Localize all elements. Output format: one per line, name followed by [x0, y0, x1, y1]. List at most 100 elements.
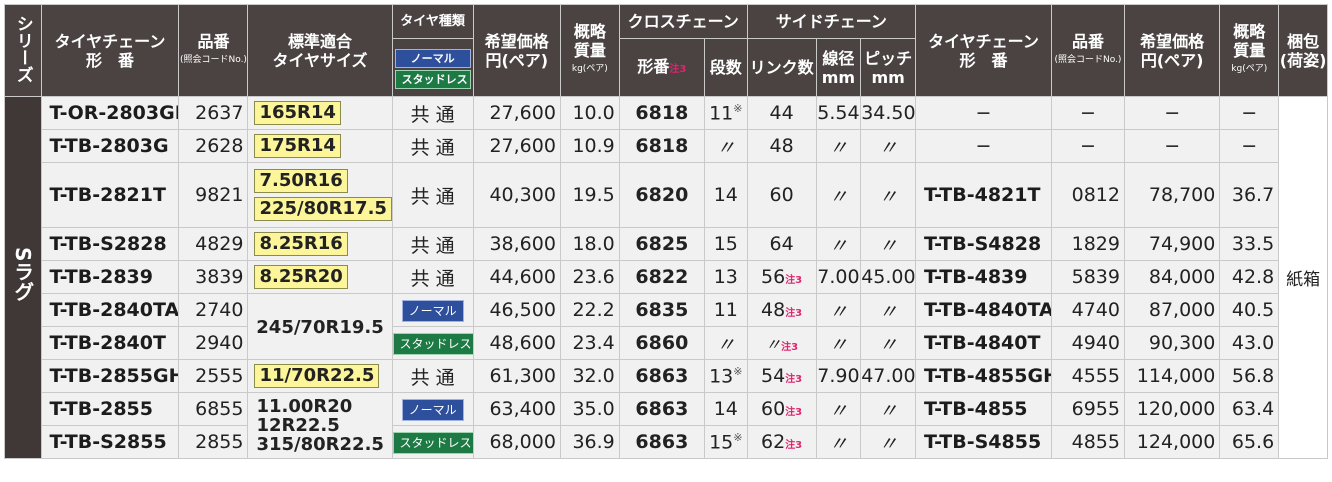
side-code-cell: 4940: [1050, 326, 1125, 360]
header-weight: 概略 質量 kg(ペア): [559, 4, 620, 97]
pitch-cell: 〃: [860, 326, 917, 360]
side-model-cell: T-TB-4855: [915, 392, 1052, 426]
side-weight-cell: −: [1219, 96, 1280, 130]
price-cell: 44,600: [472, 260, 561, 294]
code-cell: 4829: [178, 227, 249, 261]
header-tire-type: タイヤ種類: [391, 4, 474, 39]
side-code-cell: 4855: [1050, 425, 1125, 459]
header-tire-size: 標準適合 タイヤサイズ: [247, 4, 393, 97]
normal-badge: ノーマル: [401, 399, 464, 421]
tire-size-highlight: 11/70R22.5: [254, 364, 380, 388]
stages-cell: 14: [703, 162, 748, 228]
weight-cell: 23.6: [559, 260, 620, 294]
links-cell: 48注3: [746, 293, 817, 327]
stages-cell: 〃: [703, 326, 748, 360]
header-series: シリーズ: [4, 4, 42, 97]
tire-size-cell: 8.25R16: [247, 227, 393, 261]
side-price-cell: 114,000: [1123, 359, 1221, 393]
header-price: 希望価格 円(ペア): [472, 4, 561, 97]
side-weight-cell: −: [1219, 129, 1280, 163]
side-weight-cell: 65.6: [1219, 425, 1280, 459]
stages-cell: 13: [703, 260, 748, 294]
side-model-cell: T-TB-4840TA: [915, 293, 1052, 327]
model-cell: T-TB-2821T: [40, 162, 180, 228]
series-cell: Sラグ: [4, 96, 42, 459]
price-cell: 61,300: [472, 359, 561, 393]
tire-size-highlight: 175R14: [254, 134, 341, 158]
header-pitch: ピッチ mm: [860, 38, 917, 97]
links-cell: 62注3: [746, 425, 817, 459]
side-code-cell: −: [1050, 96, 1125, 130]
cross-model-cell: 6820: [618, 162, 705, 228]
cross-model-cell: 6863: [618, 359, 705, 393]
header-code: 品番 (照会コードNo.): [178, 4, 249, 97]
tire-chain-spec-table: シリーズ タイヤチェーン形 番 品番 (照会コードNo.) 標準適合 タイヤサイズ …: [4, 4, 1328, 459]
pitch-cell: 〃: [860, 293, 917, 327]
cross-model-cell: 6863: [618, 392, 705, 426]
price-cell: 48,600: [472, 326, 561, 360]
cross-model-cell: 6818: [618, 96, 705, 130]
side-model-cell: T-TB-S4855: [915, 425, 1052, 459]
price-cell: 27,600: [472, 96, 561, 130]
header-side-code: 品番 (照会コードNo.): [1050, 4, 1125, 97]
price-cell: 40,300: [472, 162, 561, 228]
header-links: リンク数: [746, 38, 817, 97]
cross-model-cell: 6818: [618, 129, 705, 163]
model-cell: T-TB-2839: [40, 260, 180, 294]
packaging-cell: 紙箱: [1278, 96, 1328, 459]
wire-cell: 5.54: [815, 96, 862, 130]
side-model-cell: T-TB-S4828: [915, 227, 1052, 261]
pitch-cell: 〃: [860, 392, 917, 426]
side-weight-cell: 56.8: [1219, 359, 1280, 393]
header-side-model: タイヤチェーン形 番: [915, 4, 1052, 97]
side-model-cell: T-TB-4839: [915, 260, 1052, 294]
wire-cell: 7.90: [815, 359, 862, 393]
tire-type-cell: 共 通: [391, 359, 474, 393]
pitch-cell: 47.00: [860, 359, 917, 393]
stages-cell: 〃: [703, 129, 748, 163]
header-model: タイヤチェーン形 番: [40, 4, 180, 97]
stages-cell: 13※: [703, 359, 748, 393]
stages-cell: 15: [703, 227, 748, 261]
tire-size-cell: 245/70R19.5: [247, 293, 393, 360]
tire-type-cell: 共 通: [391, 260, 474, 294]
price-cell: 46,500: [472, 293, 561, 327]
side-weight-cell: 42.8: [1219, 260, 1280, 294]
side-model-cell: −: [915, 96, 1052, 130]
tire-type-cell: 共 通: [391, 129, 474, 163]
code-cell: 2855: [178, 425, 249, 459]
tire-type-cell: 共 通: [391, 162, 474, 228]
wire-cell: 〃: [815, 425, 862, 459]
code-cell: 9821: [178, 162, 249, 228]
tire-size-highlight: 225/80R17.5: [254, 197, 392, 221]
code-cell: 2555: [178, 359, 249, 393]
side-price-cell: 87,000: [1123, 293, 1221, 327]
tire-size-highlight: 7.50R16: [254, 169, 348, 193]
pitch-cell: 〃: [860, 227, 917, 261]
side-price-cell: 90,300: [1123, 326, 1221, 360]
header-wire: 線径 mm: [815, 38, 862, 97]
header-packaging: 梱包 (荷姿): [1278, 4, 1328, 97]
side-code-cell: 4740: [1050, 293, 1125, 327]
price-cell: 38,600: [472, 227, 561, 261]
header-side-price: 希望価格 円(ペア): [1123, 4, 1221, 97]
side-code-cell: −: [1050, 129, 1125, 163]
code-cell: 2740: [178, 293, 249, 327]
model-cell: T-TB-2855: [40, 392, 180, 426]
header-side-weight: 概略 質量 kg(ペア): [1219, 4, 1280, 97]
links-cell: 〃注3: [746, 326, 817, 360]
pitch-cell: 〃: [860, 162, 917, 228]
wire-cell: 〃: [815, 162, 862, 228]
price-cell: 68,000: [472, 425, 561, 459]
wire-cell: 〃: [815, 293, 862, 327]
tire-size-cell: 165R14: [247, 96, 393, 130]
header-cross-model: 形番注3: [618, 38, 705, 97]
studless-badge: スタッドレス: [393, 333, 473, 355]
code-cell: 2637: [178, 96, 249, 130]
cross-model-cell: 6860: [618, 326, 705, 360]
stages-cell: 14: [703, 392, 748, 426]
header-cross-chain: クロスチェーン: [618, 4, 748, 39]
side-weight-cell: 36.7: [1219, 162, 1280, 228]
weight-cell: 35.0: [559, 392, 620, 426]
tire-type-cell: ノーマル: [391, 293, 474, 327]
